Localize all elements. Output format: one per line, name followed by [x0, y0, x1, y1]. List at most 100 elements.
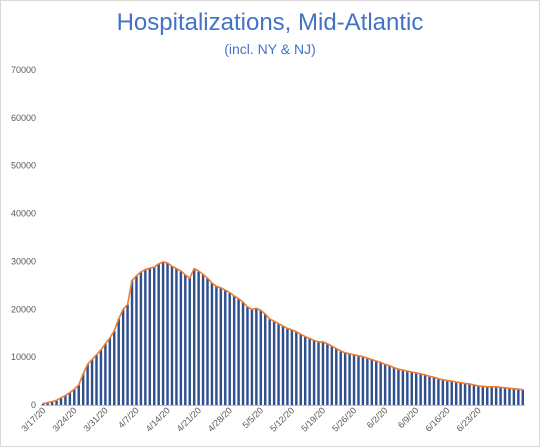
bar: [348, 353, 351, 405]
bar: [108, 338, 112, 405]
bar: [113, 330, 116, 405]
bar: [250, 309, 254, 405]
x-tick-label: 6/16/20: [423, 405, 451, 433]
x-tick-label: 5/19/20: [299, 405, 327, 433]
chart-title: Hospitalizations, Mid-Atlantic: [116, 9, 424, 36]
bar: [481, 386, 485, 405]
bar: [321, 341, 325, 405]
bar: [210, 282, 214, 405]
x-tick-label: 4/28/20: [206, 405, 234, 433]
x-tick-label: 6/23/20: [454, 405, 482, 433]
bar: [517, 389, 520, 405]
line-series: [43, 261, 523, 405]
y-tick-label: 20000: [11, 304, 36, 314]
bar: [392, 367, 396, 405]
bar: [259, 310, 263, 405]
bar: [499, 387, 502, 405]
x-tick-label: 4/7/20: [116, 405, 141, 430]
y-tick-label: 30000: [11, 256, 36, 266]
y-tick-label: 0: [31, 400, 36, 410]
bar: [232, 295, 236, 405]
bar: [508, 388, 511, 405]
bar: [197, 271, 200, 405]
bar: [95, 354, 98, 405]
bar: [281, 326, 285, 405]
bar: [312, 340, 316, 405]
x-tick-label: 6/2/20: [365, 405, 390, 430]
bar: [454, 382, 458, 405]
bar: [379, 362, 382, 405]
bar: [117, 318, 120, 405]
x-axis: 3/17/20 3/24/20 3/31/20 4/7/20 4/14/20 4/21/2…: [19, 405, 525, 434]
bar: [486, 386, 489, 405]
bar: [126, 304, 129, 405]
bar: [215, 286, 218, 405]
bar: [55, 400, 58, 405]
bar-series: [41, 261, 525, 405]
bar: [130, 280, 134, 405]
bar: [290, 329, 294, 405]
x-tick-label: 5/5/20: [240, 405, 265, 430]
bar: [401, 370, 405, 405]
chart-subtitle: (incl. NY & NJ): [224, 41, 316, 57]
bar: [299, 334, 302, 405]
bar: [308, 338, 311, 405]
bar: [463, 383, 467, 405]
x-tick-label: 4/21/20: [175, 405, 203, 433]
bar: [99, 349, 103, 405]
bar: [423, 374, 427, 405]
bar: [459, 382, 462, 405]
bar: [295, 331, 298, 405]
bar: [512, 388, 516, 405]
bar: [521, 389, 525, 405]
bar: [375, 360, 378, 405]
bar: [153, 267, 156, 405]
y-tick-label: 10000: [11, 352, 36, 362]
bar: [170, 266, 174, 405]
x-tick-label: 5/26/20: [330, 405, 358, 433]
bar: [161, 261, 165, 405]
bar: [268, 318, 271, 405]
bar: [388, 365, 391, 405]
bar: [73, 389, 76, 405]
bar: [406, 371, 409, 405]
bar: [46, 402, 49, 405]
bar: [246, 306, 249, 405]
bar: [86, 364, 89, 405]
bar: [192, 268, 196, 405]
bar: [446, 380, 449, 405]
bar: [366, 358, 369, 405]
bar: [494, 386, 498, 405]
bar: [277, 323, 280, 405]
bar: [144, 269, 147, 405]
bar: [219, 287, 223, 405]
bar: [441, 379, 445, 405]
bar: [201, 274, 205, 405]
x-tick-label: 4/14/20: [144, 405, 172, 433]
bar: [317, 341, 320, 405]
bar: [90, 359, 94, 405]
bar: [437, 378, 440, 405]
bar: [410, 371, 413, 405]
bar: [121, 309, 125, 405]
bar: [255, 308, 258, 405]
y-tick-label: 60000: [11, 113, 36, 123]
bar: [139, 271, 143, 405]
bar: [68, 392, 72, 405]
bar: [206, 278, 209, 405]
bar: [188, 278, 191, 405]
bar: [77, 384, 80, 405]
bar: [59, 397, 63, 405]
bar: [330, 346, 334, 405]
bar: [357, 355, 360, 405]
bar: [175, 268, 178, 405]
series-line: [43, 261, 523, 405]
bar: [148, 268, 152, 405]
bar: [503, 387, 507, 405]
x-tick-label: 5/12/20: [268, 405, 296, 433]
y-tick-label: 40000: [11, 209, 36, 219]
y-tick-label: 70000: [11, 65, 36, 75]
bar: [41, 403, 45, 405]
bar: [104, 343, 107, 405]
bar: [228, 292, 231, 405]
